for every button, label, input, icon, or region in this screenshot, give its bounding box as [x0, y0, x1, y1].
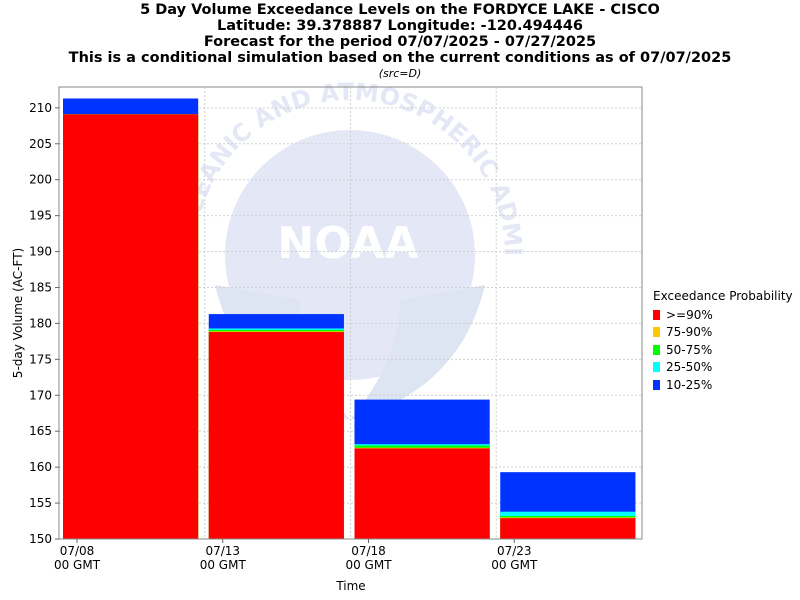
y-tick-label: 175 — [29, 352, 52, 366]
legend: Exceedance Probability >=90% 75-90% 50-75%… — [653, 289, 793, 394]
x-tick-label: 07/13 — [205, 544, 240, 558]
chart-location: Latitude: 39.378887 Longitude: -120.4944… — [216, 18, 584, 34]
legend-label: 50-75% — [666, 342, 713, 357]
legend-item: >=90% — [653, 306, 793, 324]
x-tick-label: 07/23 — [497, 544, 532, 558]
legend-item: 25-50% — [653, 359, 793, 377]
legend-title: Exceedance Probability — [653, 289, 793, 303]
chart-titles: 5 Day Volume Exceedance Levels on the FO… — [0, 2, 800, 81]
chart-bars — [63, 98, 636, 540]
y-tick-label: 190 — [29, 245, 52, 259]
x-tick-label: 07/18 — [351, 544, 386, 558]
y-tick-label: 185 — [29, 280, 52, 294]
legend-item: 75-90% — [653, 324, 793, 342]
y-tick-label: 200 — [29, 173, 52, 187]
legend-swatch — [653, 344, 660, 355]
legend-label: 75-90% — [666, 325, 713, 340]
legend-label: >=90% — [666, 307, 713, 322]
x-tick-label: 00 GMT — [491, 558, 538, 572]
x-tick-label: 00 GMT — [200, 558, 247, 572]
chart-title: 5 Day Volume Exceedance Levels on the FO… — [140, 2, 660, 18]
legend-swatch — [653, 327, 660, 338]
legend-swatch — [653, 379, 660, 390]
y-axis-label: 5-day Volume (AC-FT) — [11, 248, 25, 378]
plot-area — [58, 86, 643, 540]
watermark-logo-text: NOAA — [277, 218, 418, 269]
bar-segment — [63, 114, 199, 540]
bar-segment — [208, 332, 344, 539]
x-tick-label: 07/08 — [60, 544, 95, 558]
x-tick-label: 00 GMT — [345, 558, 392, 572]
chart-period: Forecast for the period 07/07/2025 - 07/… — [203, 34, 597, 50]
y-tick-label: 155 — [29, 496, 52, 510]
y-tick-label: 205 — [29, 137, 52, 151]
y-tick-label: 210 — [29, 101, 52, 115]
legend-item: 50-75% — [653, 341, 793, 359]
legend-label: 10-25% — [666, 377, 713, 392]
y-tick-label: 160 — [29, 460, 52, 474]
y-tick-label: 195 — [29, 209, 52, 223]
legend-swatch — [653, 362, 660, 373]
y-axis: 150 155 160 165 170 175 180 185 190 195 200 205 210 — [29, 101, 59, 546]
legend-swatch — [653, 309, 660, 320]
chart-source: (src=D) — [378, 67, 422, 80]
y-tick-label: 165 — [29, 424, 52, 438]
y-tick-label: 170 — [29, 388, 52, 402]
y-tick-label: 180 — [29, 316, 52, 330]
y-tick-label: 150 — [29, 532, 52, 546]
legend-label: 25-50% — [666, 360, 713, 375]
legend-item: 10-25% — [653, 376, 793, 394]
chart-condition-note: This is a conditional simulation based o… — [68, 50, 732, 66]
bar-segment — [500, 518, 636, 539]
bar-segment — [354, 448, 490, 539]
x-tick-label: 00 GMT — [54, 558, 101, 572]
x-axis-label: Time — [335, 579, 365, 593]
